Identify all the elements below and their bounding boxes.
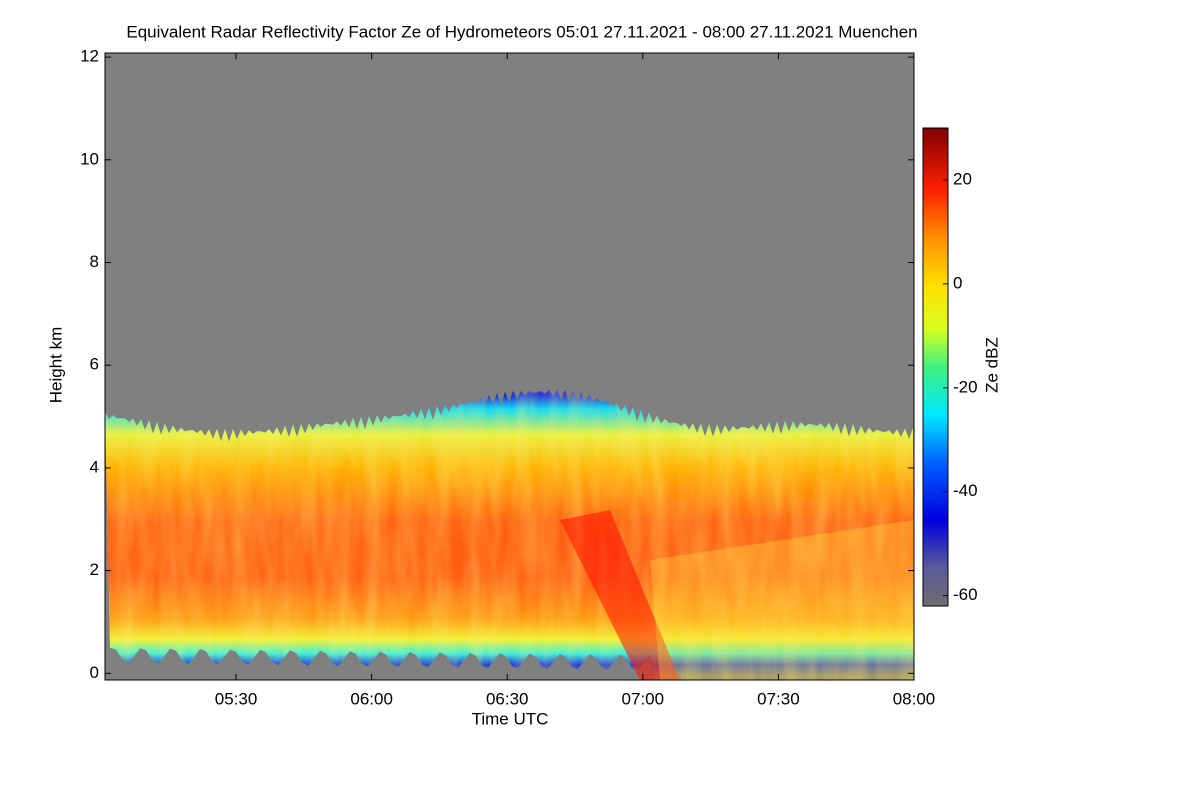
- colorbar-tick-label: 20: [953, 169, 972, 188]
- y-tick-label: 6: [90, 355, 99, 374]
- x-tick-label: 07:30: [757, 689, 800, 708]
- colorbar-tick-label: 0: [953, 273, 962, 292]
- echo-core: [560, 510, 680, 680]
- echo-weak: [650, 520, 914, 680]
- field-layer: [105, 53, 914, 680]
- chart-title: Equivalent Radar Reflectivity Factor Ze …: [126, 22, 917, 41]
- y-tick-label: 12: [80, 47, 99, 66]
- y-axis-label: Height km: [46, 327, 65, 404]
- x-tick-label: 05:30: [215, 689, 258, 708]
- x-tick-label: 06:30: [486, 689, 529, 708]
- colorbar-tick-label: -40: [953, 481, 978, 500]
- colorbar-tick-label: -20: [953, 377, 978, 396]
- colorbar-label: Ze dBZ: [982, 337, 1001, 393]
- y-tick-label: 8: [90, 252, 99, 271]
- x-tick-label: 06:00: [350, 689, 393, 708]
- colorbar-tick-label: -60: [953, 585, 978, 604]
- y-tick-label: 2: [90, 560, 99, 579]
- colorbar: [922, 127, 949, 607]
- y-tick-label: 4: [90, 457, 99, 476]
- y-tick-label: 10: [80, 149, 99, 168]
- y-tick-label: 0: [90, 663, 99, 682]
- x-tick-label: 08:00: [893, 689, 936, 708]
- x-tick-label: 07:00: [622, 689, 665, 708]
- plot-frame: [104, 52, 915, 681]
- x-axis-label: Time UTC: [472, 709, 549, 728]
- echo-texture: [105, 389, 914, 680]
